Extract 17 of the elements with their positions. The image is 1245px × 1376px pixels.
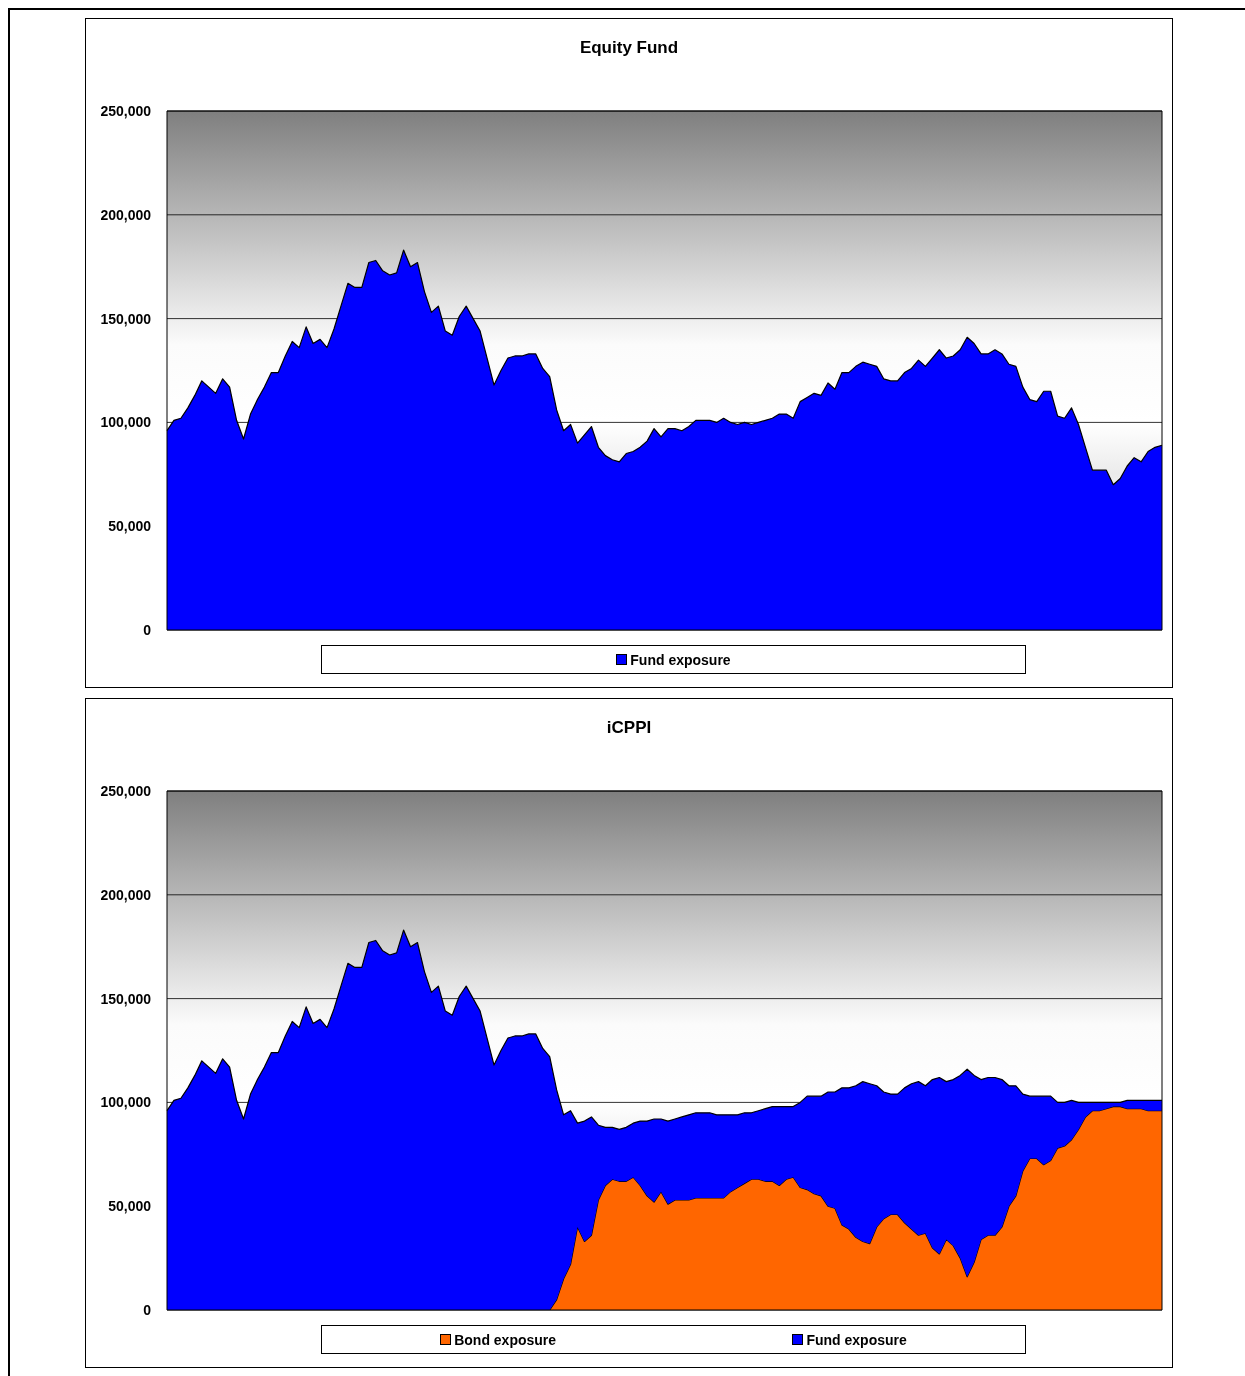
legend-label: Bond exposure [453, 1331, 557, 1348]
y-tick-label: 150,000 [100, 310, 152, 327]
y-tick-label: 50,000 [108, 1198, 152, 1215]
chart-title: iCPPI [605, 718, 653, 738]
legend-label: Fund exposure [629, 651, 731, 668]
y-tick-label: 250,000 [100, 782, 152, 799]
y-tick-label: 150,000 [100, 990, 152, 1007]
chart-title: Equity Fund [578, 38, 680, 58]
y-tick-label: 200,000 [100, 206, 152, 223]
y-tick-label: 200,000 [100, 886, 152, 903]
y-tick-label: 100,000 [100, 1094, 152, 1111]
y-tick-label: 250,000 [100, 102, 152, 119]
y-tick-label: 50,000 [108, 518, 152, 535]
y-tick-label: 0 [143, 621, 152, 638]
y-tick-label: 0 [143, 1301, 152, 1318]
y-tick-label: 100,000 [100, 414, 152, 431]
legend-label: Fund exposure [805, 1331, 907, 1348]
